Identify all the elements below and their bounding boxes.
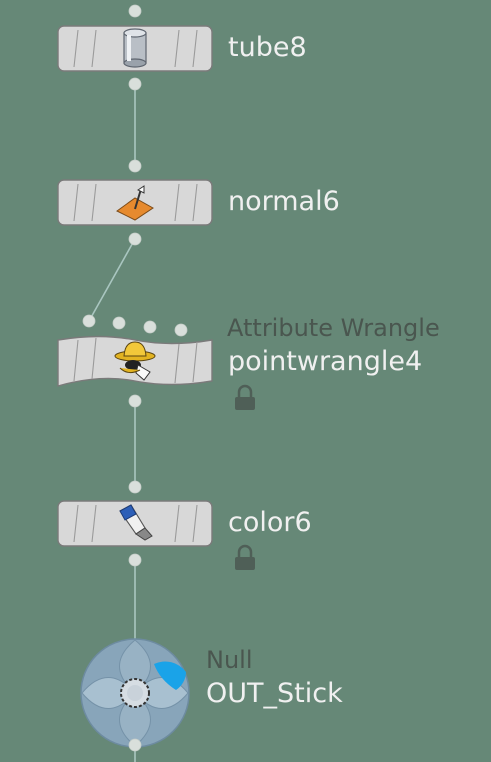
lock-icon[interactable] [235, 384, 255, 410]
cylinder-icon [123, 28, 147, 68]
input-connector[interactable] [128, 159, 142, 173]
output-connector[interactable] [128, 232, 142, 246]
node-slashes [73, 29, 198, 68]
output-connector[interactable] [128, 77, 142, 91]
node-slashes [73, 183, 198, 222]
node-out-stick[interactable] [80, 638, 190, 752]
node-name-out-stick[interactable]: OUT_Stick [206, 678, 343, 709]
wire-normal6-pointwrangle4[interactable] [88, 238, 136, 322]
node-type-out-stick: Null [206, 646, 253, 674]
node-pointwrangle4[interactable] [57, 314, 255, 410]
node-slashes [73, 337, 198, 384]
display-flag[interactable] [154, 661, 186, 690]
lock-icon[interactable] [235, 544, 255, 570]
input-connector-3[interactable] [143, 320, 157, 334]
input-connector-1[interactable] [82, 314, 96, 328]
node-normal6[interactable] [57, 159, 213, 246]
node-type-pointwrangle4: Attribute Wrangle [227, 314, 440, 342]
node-color6[interactable] [57, 480, 255, 570]
node-tube8[interactable] [57, 4, 213, 91]
input-connector[interactable] [128, 480, 142, 494]
output-connector[interactable] [128, 553, 142, 567]
input-connector-2[interactable] [112, 316, 126, 330]
node-name-normal6[interactable]: normal6 [228, 186, 340, 217]
output-connector[interactable] [128, 394, 142, 408]
node-name-pointwrangle4[interactable]: pointwrangle4 [228, 346, 423, 377]
input-connector[interactable] [128, 4, 142, 18]
node-name-tube8[interactable]: tube8 [228, 32, 307, 63]
paint-tube-icon [119, 504, 153, 541]
output-connector[interactable] [128, 738, 142, 752]
node-slashes [73, 504, 198, 543]
normal-vector-icon [116, 185, 154, 221]
node-name-color6[interactable]: color6 [228, 507, 312, 538]
null-ring-icon [120, 678, 150, 708]
wrangler-cowboy-icon [114, 341, 156, 381]
input-connector-4[interactable] [174, 323, 188, 337]
